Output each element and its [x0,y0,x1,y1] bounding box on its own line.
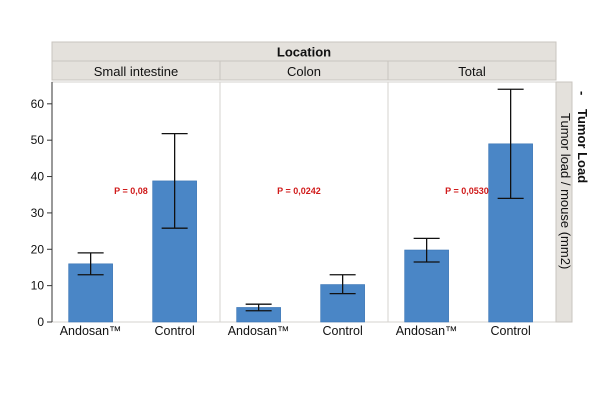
y-tick-label: 50 [31,133,45,147]
bars [68,143,533,323]
y-tick-label: 40 [31,170,45,184]
y-tick-label: 0 [37,315,44,329]
side-title-group: - Tumor Load [575,91,590,183]
p-value-annotation: P = 0,0530 [445,186,489,196]
panel-header-label: Colon [287,64,321,79]
panel-headers: Small intestine Colon Total [51,60,557,81]
category-label: Control [322,324,362,338]
side-label-strip [555,81,573,323]
annotations: P = 0,08 P = 0,0242 P = 0,0530 [114,186,489,196]
plot-frame [51,81,557,323]
chart-title: Location [277,45,331,60]
panel-header-label: Small intestine [94,64,179,79]
side-title-prefix: - [575,91,590,95]
category-label: Andosan™ [60,324,122,338]
category-label: Andosan™ [228,324,290,338]
panel-header-label: Total [458,64,486,79]
y-tick-label: 60 [31,97,45,111]
x-axis-labels: Andosan™ Control Andosan™ Control Andosan™ Co… [60,324,531,338]
error-bars [77,88,524,312]
p-value-annotation: P = 0,0242 [277,186,321,196]
category-label: Control [154,324,194,338]
side-title: Tumor Load [575,109,590,183]
y-tick-label: 20 [31,242,45,256]
y-tick-label: 10 [31,279,45,293]
p-value-annotation: P = 0,08 [114,186,148,196]
panel-header-bg [387,60,557,81]
category-label: Control [490,324,530,338]
panel-dividers [219,82,389,322]
category-label: Andosan™ [396,324,458,338]
y-axis-label: Tumor load / mouse (mm2) [558,113,573,269]
y-tick-label: 30 [31,206,45,220]
y-axis: 0 10 20 30 40 50 60 [31,82,53,329]
